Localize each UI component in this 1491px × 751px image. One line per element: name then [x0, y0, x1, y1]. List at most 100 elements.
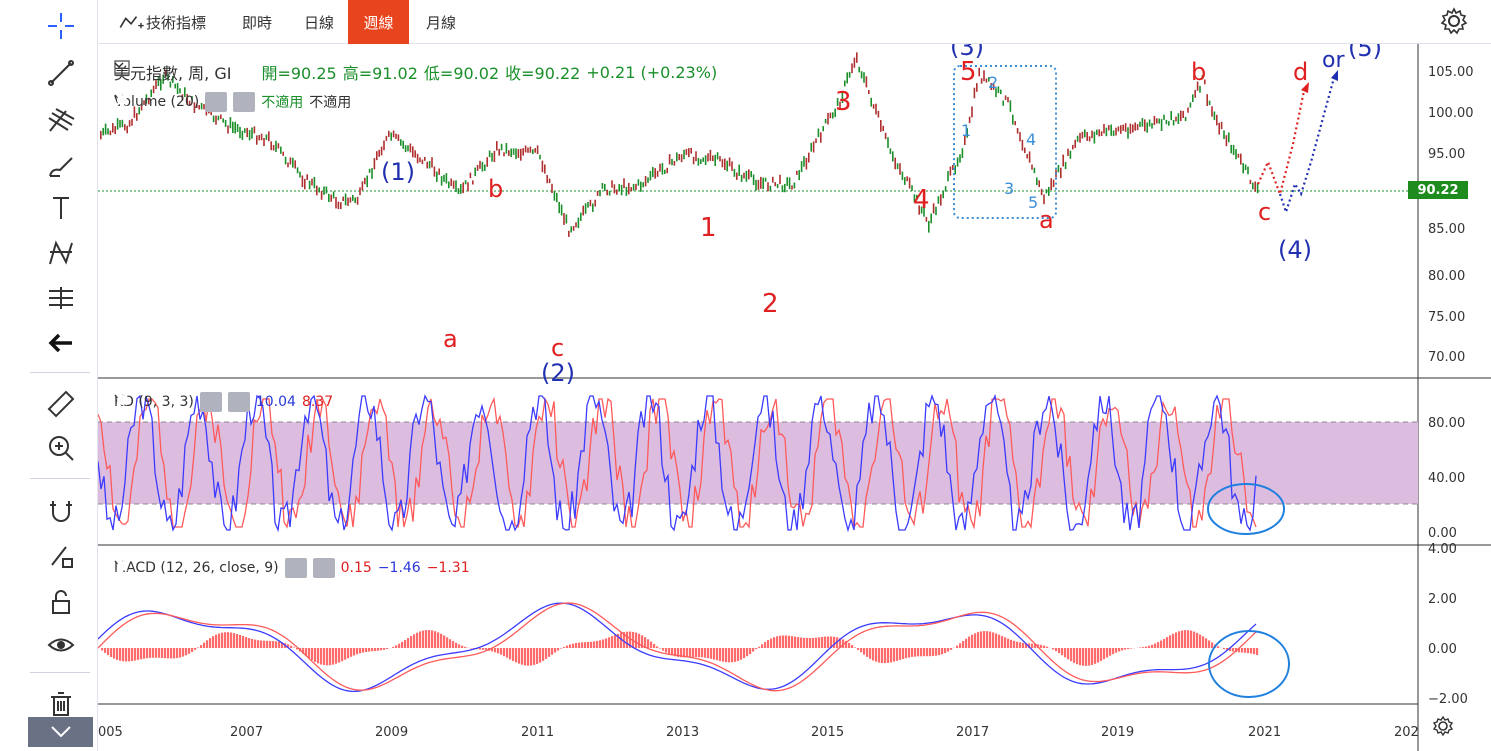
remove-button[interactable] — [116, 392, 250, 412]
price-tick: 75.00 — [1428, 310, 1465, 325]
tab-weekly[interactable]: 週線 — [348, 0, 409, 44]
last-price-tag: 90.22 — [1408, 181, 1468, 199]
macd-tick: 0.00 — [1428, 642, 1457, 657]
high-value: 高=91.02 — [342, 64, 418, 83]
remove-button[interactable] — [116, 92, 256, 112]
macd-tick: 4.00 — [1428, 542, 1457, 557]
toolbar-top: 技術指標 即時 日線 週線 月線 — [98, 0, 1491, 44]
price-tick: 95.00 — [1428, 147, 1465, 162]
indicator-icon — [119, 16, 144, 29]
kd-tick: 0.00 — [1428, 526, 1457, 541]
chevron-down-icon[interactable] — [114, 60, 124, 70]
wave-label: 5 — [1028, 193, 1038, 212]
tab-monthly[interactable]: 月線 — [412, 0, 470, 44]
kd-label[interactable]: KD (9, 3, 3) — [114, 394, 194, 410]
trash-icon[interactable] — [36, 686, 86, 722]
tab-label: 週線 — [363, 13, 394, 32]
wave-label: b — [1191, 58, 1206, 86]
wave-label: (1) — [381, 158, 415, 186]
volume-legend: Volume (20) 不適用 不適用 — [114, 92, 351, 112]
macd-label[interactable]: MACD (12, 26, close, 9) — [114, 560, 279, 576]
wave-label: 4 — [913, 185, 930, 215]
tab-daily[interactable]: 日線 — [290, 0, 348, 44]
wave-label: 4 — [1026, 130, 1036, 149]
volume-label[interactable]: Volume (20) — [114, 94, 200, 110]
pattern-icon[interactable] — [36, 235, 86, 271]
measure-ruler-icon[interactable] — [36, 280, 86, 316]
eye-icon[interactable] — [36, 627, 86, 663]
kd-highlight-circle — [1207, 483, 1285, 535]
tab-indicators[interactable]: 技術指標 — [106, 0, 218, 44]
open-value: 開=90.25 — [261, 64, 337, 83]
lock-pencil-icon[interactable] — [36, 538, 86, 574]
time-tick: 2017 — [956, 725, 989, 740]
crosshair-icon[interactable] — [36, 8, 86, 44]
macd-highlight-circle — [1208, 630, 1290, 698]
projection-blue — [1278, 73, 1337, 216]
tab-realtime[interactable]: 即時 — [228, 0, 286, 44]
time-tick: 2021 — [1248, 725, 1281, 740]
wave-label: or — [1322, 48, 1345, 73]
settings-button[interactable] — [117, 92, 228, 112]
chart-area[interactable]: (1) (2) (3) (4) (5) or a b c 1 2 3 4 5 1… — [98, 44, 1491, 751]
volume-value: 不適用 — [261, 95, 304, 111]
macd-tick: −2.00 — [1428, 692, 1468, 707]
wave-label: a — [1039, 206, 1054, 234]
k-value: 10.04 — [255, 394, 296, 410]
gear-icon[interactable] — [1432, 715, 1454, 737]
close-icon — [116, 394, 128, 406]
settings-button[interactable] — [117, 392, 222, 412]
settings-button[interactable] — [117, 558, 307, 578]
macd-hist-value: 0.15 — [340, 560, 372, 576]
price-tick: 100.00 — [1428, 106, 1474, 121]
collapse-toolbar-button[interactable] — [28, 717, 93, 747]
symbol-label[interactable]: 美元指數, 周, GI — [114, 64, 232, 83]
wave-label: (4) — [1278, 236, 1312, 264]
chart-canvas[interactable]: (1) (2) (3) (4) (5) or a b c 1 2 3 4 5 1… — [98, 44, 1491, 751]
close-icon — [116, 94, 128, 106]
wave-label: c — [551, 334, 564, 362]
wave-label: 1 — [700, 213, 717, 243]
time-tick: 2011 — [521, 725, 554, 740]
ruler-icon[interactable] — [36, 386, 86, 422]
wave3-box — [953, 65, 1057, 219]
wave-label: d — [1293, 58, 1308, 86]
text-tool-icon[interactable] — [36, 190, 86, 226]
wave-label: (2) — [541, 359, 575, 387]
back-arrow-icon[interactable] — [36, 325, 86, 361]
gear-icon[interactable] — [1439, 6, 1469, 36]
signal-value: −1.31 — [426, 560, 470, 576]
main-legend: 美元指數, 周, GI 開=90.25 高=91.02 低=90.02 收=90… — [114, 60, 717, 84]
close-icon — [116, 560, 128, 572]
price-tick: 70.00 — [1428, 350, 1465, 365]
zoom-in-icon[interactable] — [36, 430, 86, 466]
wave-label: 1 — [961, 121, 971, 140]
drawing-toolbar — [0, 0, 98, 751]
price-tick: 80.00 — [1428, 269, 1465, 284]
wave-label: 3 — [835, 87, 852, 117]
time-tick: 2015 — [811, 725, 844, 740]
wave-label: a — [443, 325, 458, 353]
time-tick: 005 — [98, 725, 123, 740]
kd-tick: 80.00 — [1428, 416, 1465, 431]
collapse-icon[interactable] — [114, 60, 130, 76]
macd-lines — [98, 602, 1259, 693]
wave-label: 5 — [960, 57, 977, 87]
unlock-icon[interactable] — [36, 584, 86, 620]
change-value: +0.21 (+0.23%) — [586, 62, 718, 82]
trend-line-icon[interactable] — [36, 55, 86, 91]
pitchfork-icon[interactable] — [36, 102, 86, 138]
wave-label: 3 — [1004, 179, 1014, 198]
time-tick: 2013 — [666, 725, 699, 740]
time-tick: 2009 — [375, 725, 408, 740]
projection-red — [1256, 85, 1307, 198]
wave-label: c — [1258, 198, 1271, 226]
remove-button[interactable] — [116, 558, 335, 578]
brush-icon[interactable] — [36, 149, 86, 185]
macd-value: −1.46 — [377, 560, 421, 576]
time-tick: 202 — [1394, 725, 1419, 740]
wave-label: 2 — [988, 73, 998, 92]
magnet-icon[interactable] — [36, 493, 86, 529]
tab-label: 月線 — [425, 13, 456, 32]
tab-label: 即時 — [241, 13, 272, 32]
